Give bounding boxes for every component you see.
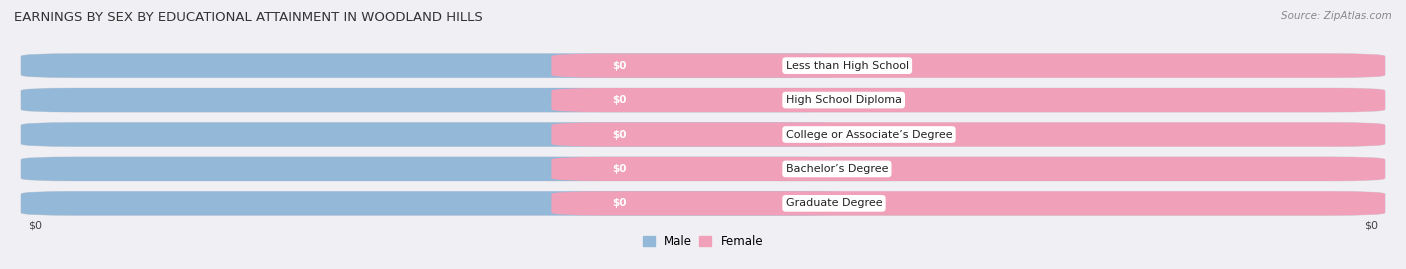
Text: $0: $0: [613, 95, 627, 105]
Text: Graduate Degree: Graduate Degree: [786, 198, 883, 208]
Text: $0: $0: [810, 129, 824, 140]
Text: $0: $0: [810, 61, 824, 71]
Text: College or Associate’s Degree: College or Associate’s Degree: [786, 129, 952, 140]
FancyBboxPatch shape: [21, 54, 1385, 78]
FancyBboxPatch shape: [551, 122, 1385, 147]
Text: High School Diploma: High School Diploma: [786, 95, 901, 105]
Text: $0: $0: [613, 61, 627, 71]
Text: Source: ZipAtlas.com: Source: ZipAtlas.com: [1281, 11, 1392, 21]
FancyBboxPatch shape: [21, 191, 855, 215]
FancyBboxPatch shape: [21, 88, 855, 112]
FancyBboxPatch shape: [21, 157, 855, 181]
Text: $0: $0: [1364, 221, 1378, 231]
FancyBboxPatch shape: [551, 54, 1385, 78]
Legend: Male, Female: Male, Female: [638, 230, 768, 253]
FancyBboxPatch shape: [21, 157, 1385, 181]
FancyBboxPatch shape: [551, 88, 1385, 112]
Text: $0: $0: [810, 198, 824, 208]
FancyBboxPatch shape: [21, 88, 1385, 112]
Text: $0: $0: [613, 129, 627, 140]
Text: $0: $0: [810, 164, 824, 174]
Text: $0: $0: [613, 198, 627, 208]
FancyBboxPatch shape: [21, 122, 855, 147]
FancyBboxPatch shape: [551, 157, 1385, 181]
FancyBboxPatch shape: [21, 191, 1385, 215]
Text: $0: $0: [28, 221, 42, 231]
Text: Less than High School: Less than High School: [786, 61, 908, 71]
Text: $0: $0: [613, 164, 627, 174]
Text: Bachelor’s Degree: Bachelor’s Degree: [786, 164, 889, 174]
Text: $0: $0: [810, 95, 824, 105]
FancyBboxPatch shape: [551, 191, 1385, 215]
Text: EARNINGS BY SEX BY EDUCATIONAL ATTAINMENT IN WOODLAND HILLS: EARNINGS BY SEX BY EDUCATIONAL ATTAINMEN…: [14, 11, 482, 24]
FancyBboxPatch shape: [21, 122, 1385, 147]
FancyBboxPatch shape: [21, 54, 855, 78]
